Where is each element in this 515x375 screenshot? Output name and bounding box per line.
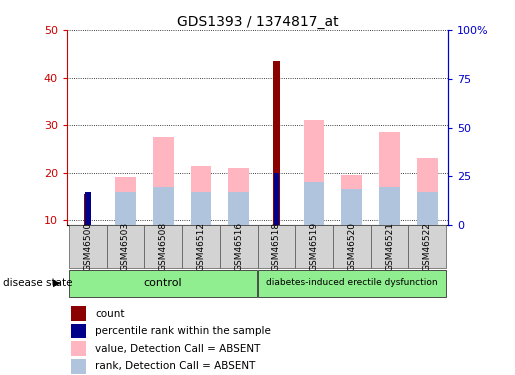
Bar [71, 359, 87, 374]
Bar [69, 225, 107, 268]
Bar [144, 225, 182, 268]
Text: value, Detection Call = ABSENT: value, Detection Call = ABSENT [95, 344, 261, 354]
Text: GSM46520: GSM46520 [347, 222, 356, 271]
Bar [84, 194, 91, 225]
Bar [228, 192, 249, 225]
Bar [85, 192, 91, 225]
Text: GSM46500: GSM46500 [83, 222, 92, 271]
Bar [115, 177, 136, 225]
Text: count: count [95, 309, 125, 319]
Text: GSM46503: GSM46503 [121, 222, 130, 271]
Bar [258, 270, 446, 297]
Bar [153, 137, 174, 225]
Bar [417, 158, 438, 225]
Text: control: control [144, 278, 182, 288]
Bar [115, 192, 136, 225]
Bar [341, 189, 362, 225]
Text: GSM46522: GSM46522 [423, 222, 432, 271]
Text: rank, Detection Call = ABSENT: rank, Detection Call = ABSENT [95, 361, 255, 371]
Bar [273, 61, 280, 225]
Title: GDS1393 / 1374817_at: GDS1393 / 1374817_at [177, 15, 338, 29]
Bar [417, 192, 438, 225]
Text: GSM46518: GSM46518 [272, 222, 281, 271]
Bar [295, 225, 333, 268]
Bar [71, 306, 87, 321]
Bar [220, 225, 258, 268]
Text: GSM46516: GSM46516 [234, 222, 243, 271]
Bar [191, 192, 211, 225]
Text: GSM46521: GSM46521 [385, 222, 394, 271]
Text: GSM46519: GSM46519 [310, 222, 319, 271]
Text: ▶: ▶ [53, 278, 61, 288]
Bar [304, 182, 324, 225]
Bar [379, 132, 400, 225]
Text: disease state: disease state [3, 278, 72, 288]
Bar [371, 225, 408, 268]
Text: GSM46512: GSM46512 [196, 222, 205, 271]
Bar [191, 165, 211, 225]
Bar [408, 225, 446, 268]
Bar [228, 168, 249, 225]
Bar [341, 175, 362, 225]
Bar [273, 172, 279, 225]
Bar [333, 225, 371, 268]
Bar [379, 187, 400, 225]
Bar [71, 341, 87, 356]
Bar [107, 225, 144, 268]
Bar [182, 225, 220, 268]
Bar [71, 324, 87, 338]
Bar [304, 120, 324, 225]
Bar [258, 225, 295, 268]
Text: percentile rank within the sample: percentile rank within the sample [95, 326, 271, 336]
Text: diabetes-induced erectile dysfunction: diabetes-induced erectile dysfunction [266, 278, 438, 287]
Text: GSM46508: GSM46508 [159, 222, 168, 271]
Bar [69, 270, 257, 297]
Bar [153, 187, 174, 225]
